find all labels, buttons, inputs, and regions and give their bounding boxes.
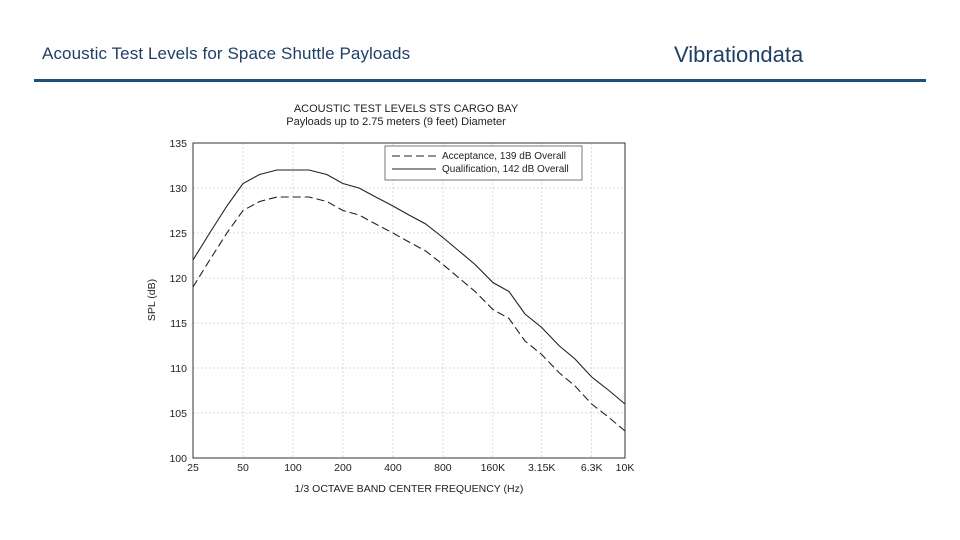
legend-label-acceptance: Acceptance, 139 dB Overall <box>442 151 566 162</box>
legend: Acceptance, 139 dB Overall Qualification… <box>384 145 583 181</box>
x-axis-label: 1/3 OCTAVE BAND CENTER FREQUENCY (Hz) <box>295 483 524 495</box>
title-divider <box>34 79 926 82</box>
x-tick-label: 3.15K <box>528 462 555 474</box>
y-tick-label: 135 <box>169 138 187 150</box>
y-tick-label: 130 <box>169 183 187 195</box>
legend-label-qualification: Qualification, 142 dB Overall <box>442 164 569 175</box>
x-tick-label: 400 <box>384 462 402 474</box>
series-line-acceptance <box>192 196 626 432</box>
y-tick-label: 100 <box>169 453 187 465</box>
series-lines <box>192 169 626 432</box>
chart-subtitle: Payloads up to 2.75 meters (9 feet) Diam… <box>286 116 506 128</box>
y-tick-label: 125 <box>169 228 187 240</box>
x-tick-label: 6.3K <box>581 462 603 474</box>
x-tick-label: 200 <box>334 462 352 474</box>
y-tick-label: 120 <box>169 273 187 285</box>
x-axis-ticks: 25 50 100 200 400 800 160K 3.15K 6.3K 10K <box>187 462 634 474</box>
y-tick-label: 105 <box>169 408 187 420</box>
x-tick-label: 800 <box>434 462 452 474</box>
plot-frame <box>192 142 626 459</box>
x-tick-label: 100 <box>284 462 302 474</box>
grid-lines <box>193 143 625 458</box>
chart-title: ACOUSTIC TEST LEVELS STS CARGO BAY <box>294 103 519 115</box>
y-axis-ticks: 100 105 110 115 120 125 130 135 <box>169 138 187 465</box>
x-tick-label: 50 <box>237 462 249 474</box>
series-line-qualification <box>192 169 626 405</box>
legend-box <box>384 145 583 181</box>
slide-title: Acoustic Test Levels for Space Shuttle P… <box>42 44 411 63</box>
y-tick-label: 115 <box>170 318 187 330</box>
x-tick-label: 160K <box>481 462 506 474</box>
y-tick-label: 110 <box>170 363 187 375</box>
y-axis-label: SPL (dB) <box>146 279 158 321</box>
x-tick-label: 25 <box>187 462 199 474</box>
brand-name: Vibrationdata <box>674 42 804 67</box>
x-tick-label: 10K <box>616 462 635 474</box>
